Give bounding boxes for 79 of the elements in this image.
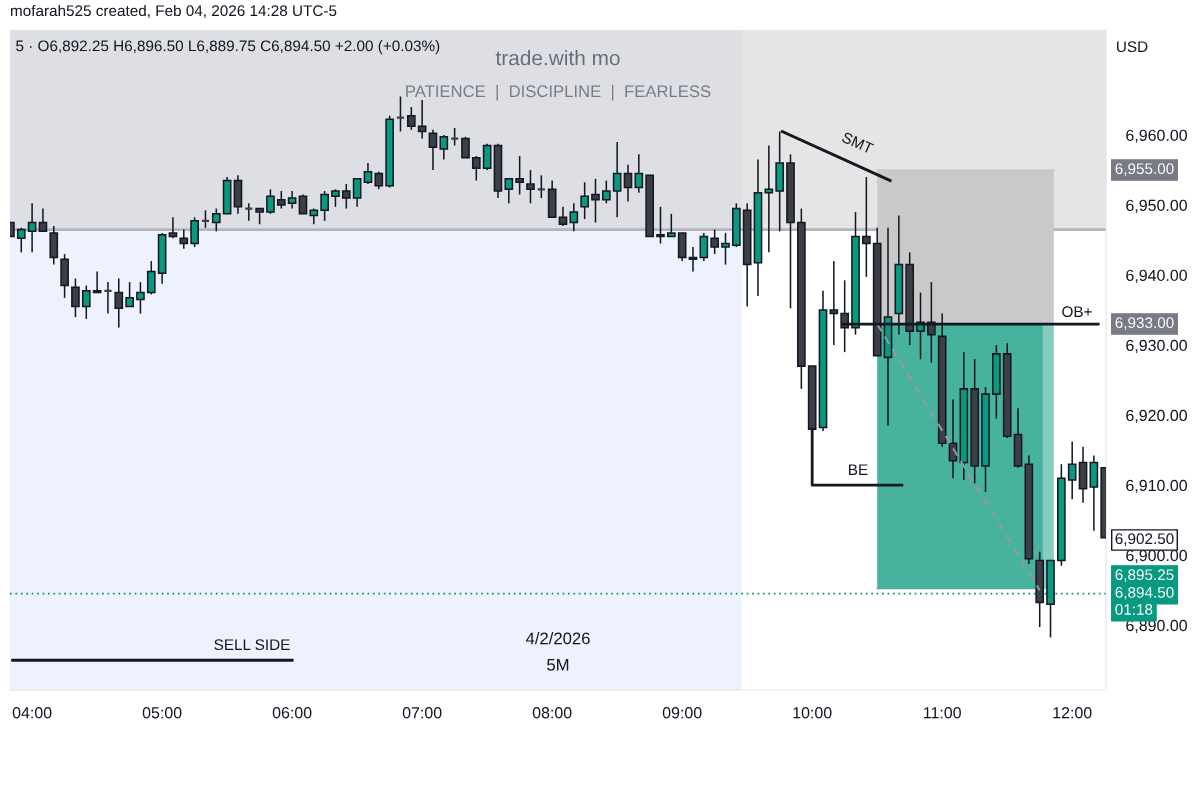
candlestick [352, 178, 362, 208]
text: mofarah525 created, Feb 04, 2026 14:28 UTC-5 [11, 4, 337, 18]
candlestick [526, 169, 535, 205]
y-tick-label: 6,930.00 [1126, 339, 1187, 353]
text: 01:18 [1115, 604, 1153, 615]
text: 5 · O6,892.25 H6,896.50 L6,889.75 C6,894.50 +2.00 (+0.03%) [16, 40, 440, 55]
candlestick [862, 176, 871, 278]
candlestick [482, 143, 492, 171]
candlestick [656, 206, 665, 245]
candlestick [92, 270, 102, 294]
candlestick [27, 202, 37, 254]
x-tick-label: 05:00 [142, 707, 182, 719]
candlestick [829, 260, 839, 346]
candlestick [38, 207, 48, 233]
candlestick [81, 284, 91, 320]
candlestick [612, 141, 622, 219]
annotation: trade.with mo [495, 49, 620, 66]
candlestick [136, 281, 145, 315]
candlestick [298, 193, 308, 215]
candlestick [125, 281, 134, 308]
candlestick [114, 277, 124, 329]
candlestick [601, 179, 611, 205]
y-tick-label: 6,940.00 [1126, 269, 1187, 283]
candlestick [341, 183, 351, 210]
x-tick-label: 12:00 [1053, 707, 1092, 719]
text: 6,933.00 [1115, 317, 1174, 330]
candlestick [190, 216, 199, 248]
candlestick [666, 213, 676, 238]
candlestick [634, 153, 644, 194]
candlestick [428, 129, 438, 171]
y-tick-label: 6,960.00 [1126, 129, 1187, 143]
candlestick [71, 277, 80, 318]
y-tick-label: 6,900.00 [1126, 549, 1187, 564]
x-tick-label: 11:00 [924, 707, 961, 719]
annotation: OB+ [1062, 306, 1092, 318]
x-tick-label: 08:00 [532, 707, 572, 719]
candlestick [710, 228, 720, 255]
x-tick-label: 04:00 [12, 707, 52, 719]
candlestick [580, 181, 589, 220]
text: 6,902.50 [1115, 533, 1174, 546]
y-tick-label: 6,920.00 [1126, 409, 1187, 423]
candlestick [471, 155, 481, 182]
candlestick [439, 134, 449, 161]
x-tick-label: 09:00 [662, 707, 702, 719]
annotation: SELL SIDE [214, 639, 290, 651]
candlestick [688, 246, 698, 273]
candlestick [146, 260, 156, 296]
y-tick-label: 6,950.00 [1126, 199, 1187, 213]
candlestick [211, 207, 221, 233]
candlestick [1067, 440, 1077, 500]
candlestick [461, 136, 470, 159]
text: 6,895.25 [1115, 569, 1174, 582]
annotation: BE [849, 464, 868, 475]
candlestick [764, 144, 774, 254]
candlestick [699, 232, 709, 262]
text: 6,955.00 [1115, 163, 1174, 176]
ref-line-label: 6,894.50 [1115, 587, 1174, 600]
annotation: 4/2/2026 [525, 632, 590, 645]
candlestick [569, 202, 579, 233]
annotation: 5M [547, 659, 569, 671]
candlestick [515, 155, 524, 196]
y-tick-label: 6,910.00 [1126, 479, 1187, 493]
annotation: SMT [841, 131, 875, 155]
text: USD [1117, 41, 1148, 53]
candlestick [16, 227, 26, 254]
candlestick [406, 106, 416, 131]
candlestick [179, 228, 189, 250]
candlestick [721, 232, 730, 266]
candlestick [363, 162, 373, 185]
candlestick [504, 178, 514, 205]
x-tick-label: 07:00 [402, 707, 442, 719]
candlestick [591, 178, 600, 224]
x-tick-label: 06:00 [272, 707, 312, 719]
candlestick [623, 164, 633, 203]
candlestick [266, 188, 275, 215]
annotation: PATIENCE | DISCIPLINE | FEARLESS [406, 84, 711, 101]
candlestick [168, 216, 178, 240]
x-tick-label: 10:00 [793, 707, 832, 719]
candlestick [320, 190, 329, 222]
